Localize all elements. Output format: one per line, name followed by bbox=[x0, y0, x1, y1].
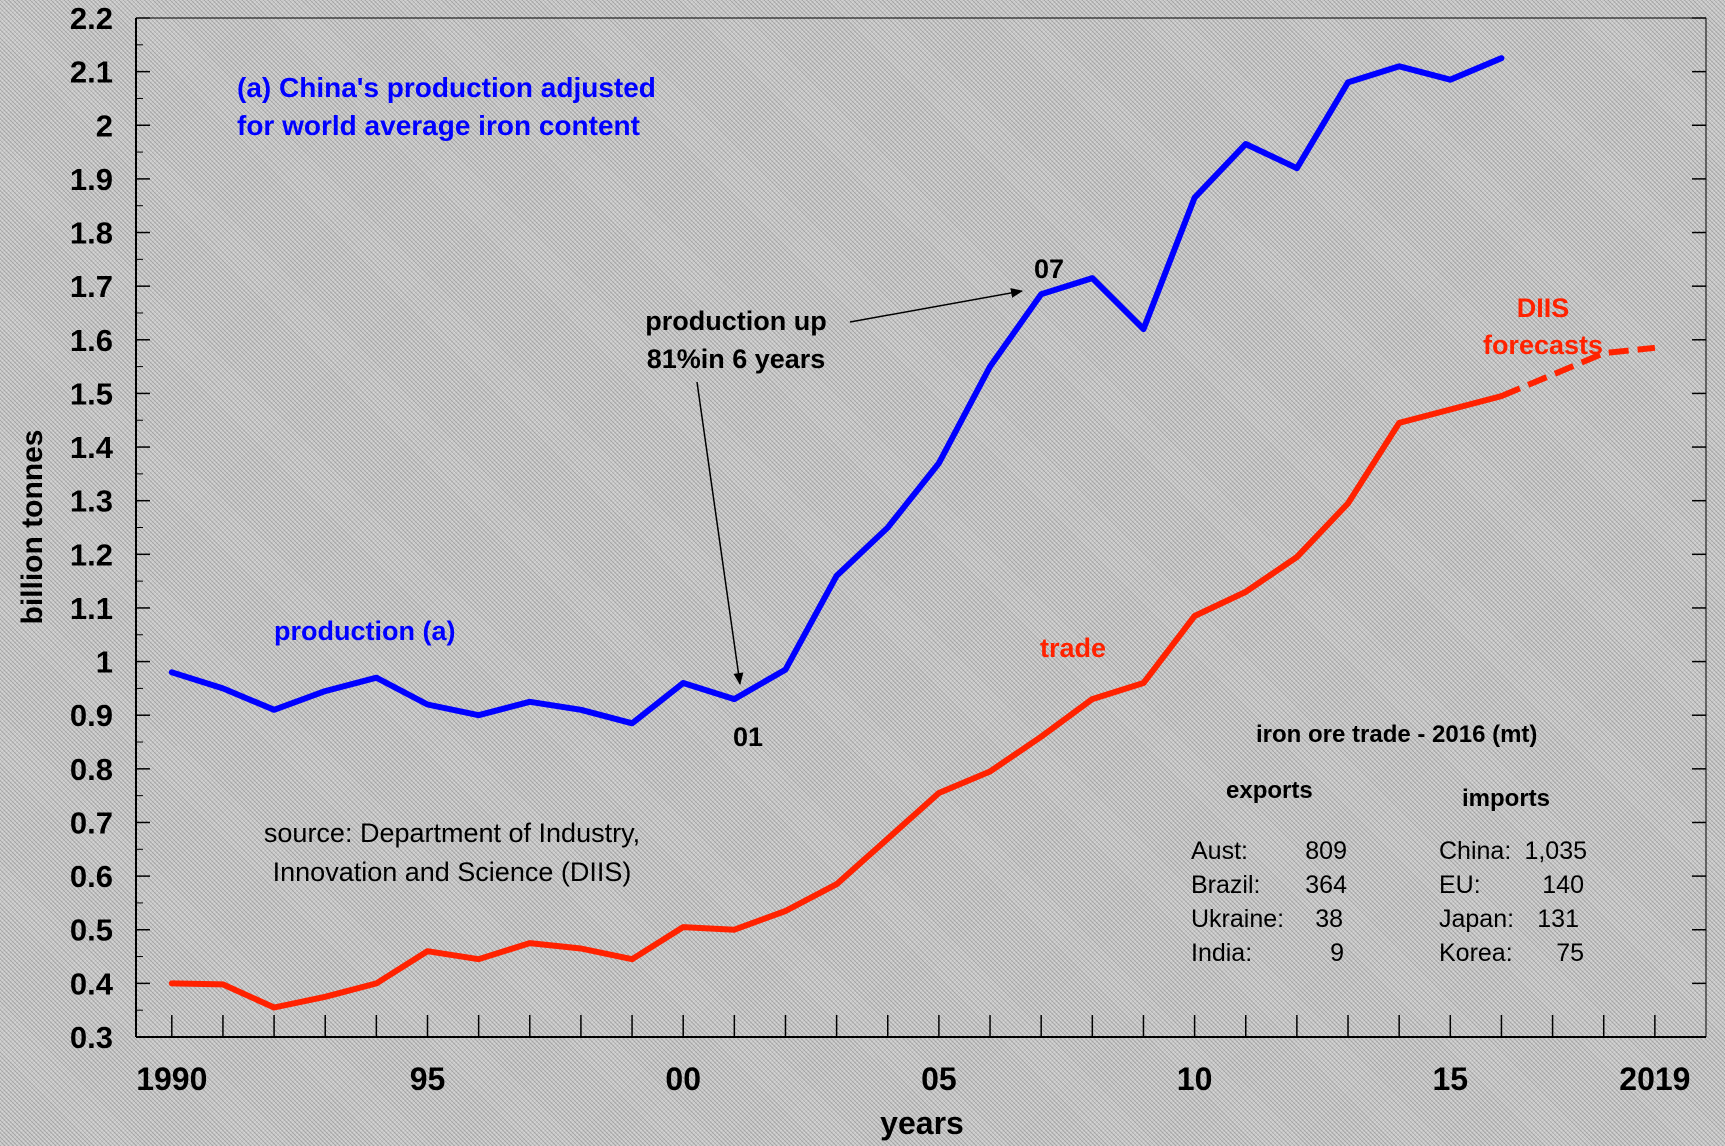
trade-table-title: iron ore trade - 2016 (mt) bbox=[1256, 721, 1537, 748]
y-tick-label: 2.1 bbox=[70, 55, 113, 90]
china-note-line-1: (a) China's production adjusted bbox=[237, 72, 656, 103]
x-tick-label: 1990 bbox=[136, 1061, 207, 1097]
arrow-text-line-2: 81%in 6 years bbox=[647, 344, 826, 374]
china-note-line-2: for world average iron content bbox=[237, 110, 640, 141]
y-tick-label: 0.4 bbox=[70, 966, 114, 1001]
y-tick-label: 1.3 bbox=[70, 484, 113, 519]
y-tick-label: 2 bbox=[96, 108, 113, 143]
x-tick-label: 95 bbox=[410, 1061, 446, 1097]
y-tick-label: 0.9 bbox=[70, 698, 113, 733]
source-line-2: Innovation and Science (DIIS) bbox=[273, 857, 632, 887]
export-country: Ukraine: bbox=[1191, 905, 1284, 933]
y-tick-label: 1.9 bbox=[70, 162, 113, 197]
arrow-text-line-1: production up bbox=[645, 306, 826, 336]
x-ticks: 1990 95 00 05 10 15 2019 bbox=[136, 1015, 1690, 1097]
import-country: EU: bbox=[1439, 871, 1481, 899]
export-country: India: bbox=[1191, 939, 1252, 967]
x-tick-label: 05 bbox=[921, 1061, 957, 1097]
import-value: 140 bbox=[1542, 871, 1584, 899]
y-tick-label: 0.3 bbox=[70, 1020, 113, 1055]
y-tick-label: 1.7 bbox=[70, 269, 113, 304]
source-line-1: source: Department of Industry, bbox=[264, 818, 640, 848]
y-tick-label: 0.8 bbox=[70, 752, 113, 787]
arrow-to-2001 bbox=[696, 381, 744, 685]
production-series-label: production (a) bbox=[274, 616, 455, 646]
forecast-label-line-1: DIIS bbox=[1517, 293, 1570, 323]
y-tick-label: 1 bbox=[96, 645, 113, 680]
x-tick-label: 10 bbox=[1177, 1061, 1213, 1097]
y-tick-label: 0.6 bbox=[70, 859, 113, 894]
exports-header: exports bbox=[1226, 777, 1313, 804]
export-country: Aust: bbox=[1191, 837, 1248, 865]
import-value: 75 bbox=[1556, 939, 1584, 967]
export-country: Brazil: bbox=[1191, 871, 1260, 899]
y-axis-label: billion tonnes bbox=[16, 430, 49, 625]
export-value: 9 bbox=[1330, 939, 1344, 967]
y-tick-label: 1.4 bbox=[70, 430, 114, 465]
arrow-to-2007 bbox=[849, 288, 1023, 323]
y-tick-label: 0.7 bbox=[70, 805, 113, 840]
x-tick-label: 00 bbox=[665, 1061, 701, 1097]
y-tick-label: 1.8 bbox=[70, 216, 113, 251]
series-line bbox=[168, 55, 1505, 727]
trade-table: iron ore trade - 2016 (mt) exports impor… bbox=[1191, 721, 1587, 967]
y-tick-label: 1.1 bbox=[70, 591, 113, 626]
import-country: Korea: bbox=[1439, 939, 1513, 967]
import-value: 131 bbox=[1537, 905, 1579, 933]
series-line bbox=[168, 393, 1505, 1011]
marker-01-label: 01 bbox=[733, 722, 763, 752]
y-ticks: 0.3 0.4 0.5 0.6 0.7 0.8 0.9 1 1.1 1.2 1.3 1.4 1.5 1.6… bbox=[70, 1, 1706, 1055]
x-tick-label: 15 bbox=[1433, 1061, 1469, 1097]
marker-07-label: 07 bbox=[1034, 254, 1064, 284]
x-axis-label: years bbox=[880, 1105, 964, 1141]
y-tick-label: 1.2 bbox=[70, 537, 113, 572]
y-tick-label: 0.5 bbox=[70, 913, 113, 948]
trade-series-label: trade bbox=[1040, 633, 1106, 663]
import-country: China: bbox=[1439, 837, 1511, 865]
export-value: 38 bbox=[1315, 905, 1343, 933]
y-tick-label: 2.2 bbox=[70, 1, 113, 36]
forecast-label-line-2: forecasts bbox=[1483, 330, 1603, 360]
x-tick-label: 2019 bbox=[1619, 1061, 1690, 1097]
imports-header: imports bbox=[1462, 785, 1550, 812]
export-value: 809 bbox=[1305, 837, 1347, 865]
import-country: Japan: bbox=[1439, 905, 1514, 933]
y-tick-label: 1.6 bbox=[70, 323, 113, 358]
export-value: 364 bbox=[1305, 871, 1347, 899]
series-layer bbox=[168, 55, 1656, 1011]
y-tick-label: 1.5 bbox=[70, 376, 113, 411]
import-value: 1,035 bbox=[1524, 837, 1587, 865]
